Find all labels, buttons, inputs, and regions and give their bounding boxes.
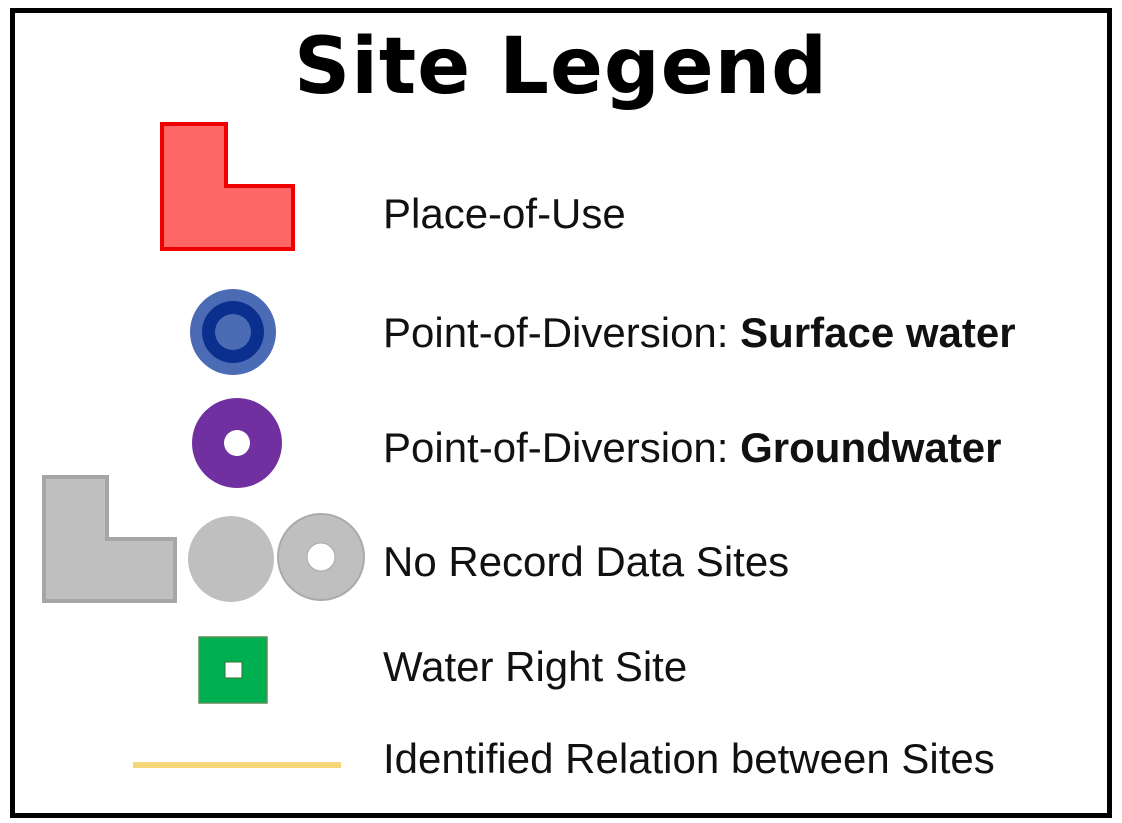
surface-water-diversion-icon	[190, 289, 276, 375]
relation-line-label: Identified Relation between Sites	[383, 735, 995, 782]
groundwater-label-prefix: Point-of-Diversion:	[383, 424, 741, 471]
groundwater-label-bold: Groundwater	[740, 424, 1002, 471]
no-record-data-icon	[42, 475, 365, 603]
surface-water-label-bold: Surface water	[740, 309, 1016, 356]
surface-water-label-prefix: Point-of-Diversion:	[383, 309, 741, 356]
groundwater-diversion-label: Point-of-Diversion: Groundwater	[383, 423, 1001, 473]
legend-title: Site Legend	[294, 22, 828, 112]
no-record-place-of-use-icon	[42, 475, 177, 603]
place-of-use-icon	[160, 122, 295, 251]
water-right-site-icon	[198, 636, 268, 704]
surface-water-diversion-label: Point-of-Diversion: Surface water	[383, 308, 1016, 358]
no-record-ground-diversion-icon	[277, 513, 365, 601]
no-record-data-label: No Record Data Sites	[383, 538, 790, 585]
groundwater-diversion-icon	[192, 398, 282, 488]
no-record-surface-diversion-icon	[188, 516, 274, 602]
place-of-use-label: Place-of-Use	[383, 190, 626, 237]
water-right-site-label: Water Right Site	[383, 643, 688, 690]
